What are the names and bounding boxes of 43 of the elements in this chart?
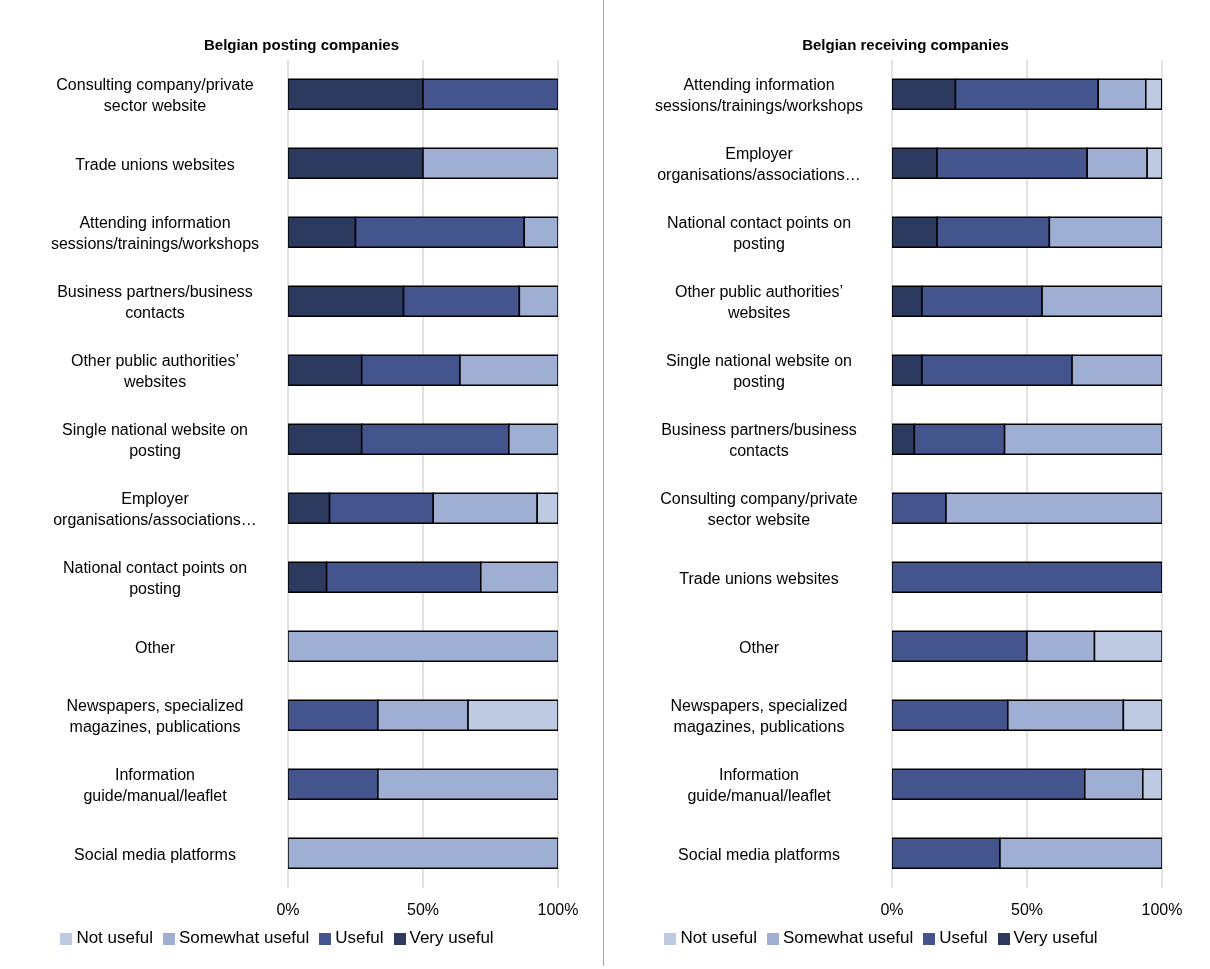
y-tick-label: Other bbox=[738, 638, 780, 655]
legend-label: Useful bbox=[939, 928, 988, 947]
y-tick-label: Trade unions websites bbox=[75, 155, 235, 172]
y-tick-label: Other bbox=[134, 638, 176, 655]
x-tick-label: 50% bbox=[406, 901, 440, 919]
legend-label: Not useful bbox=[76, 928, 153, 947]
y-tick-label: Employer organisations/associations… bbox=[53, 489, 257, 528]
y-tick-label: Other public authorities’ websites bbox=[674, 282, 844, 321]
chart-title: Belgian posting companies bbox=[203, 36, 400, 53]
x-tick-label: 0% bbox=[880, 901, 904, 919]
y-tick-label: Social media platforms bbox=[74, 845, 236, 862]
bar bbox=[288, 837, 558, 870]
legend-label: Not useful bbox=[680, 928, 757, 947]
y-tick-label: Employer organisations/associations… bbox=[657, 144, 861, 183]
x-tick-label: 50% bbox=[1010, 901, 1044, 919]
y-tick-label: Information guide/manual/leaflet bbox=[687, 765, 832, 804]
legend-label: Very useful bbox=[409, 928, 494, 947]
y-tick-label: Single national website on posting bbox=[666, 351, 852, 390]
legend-label: Very useful bbox=[1013, 928, 1098, 947]
legend-label: Useful bbox=[335, 928, 384, 947]
y-tick-label: Trade unions websites bbox=[679, 569, 839, 586]
y-tick-label: Information guide/manual/leaflet bbox=[83, 765, 228, 804]
y-tick-label: Consulting company/private sector website bbox=[660, 489, 858, 528]
y-tick-label: Single national website on posting bbox=[62, 420, 248, 459]
y-tick-label: Social media platforms bbox=[678, 845, 840, 862]
y-tick-label: Business partners/business contacts bbox=[57, 282, 253, 321]
y-tick-label: National contact points on posting bbox=[62, 558, 248, 597]
x-tick-label: 100% bbox=[1141, 901, 1183, 919]
y-tick-label: National contact points on posting bbox=[666, 213, 852, 252]
y-tick-label: Consulting company/private sector website bbox=[56, 75, 254, 114]
y-tick-label: Attending information sessions/trainings/workshops bbox=[50, 213, 260, 252]
legend-label: Somewhat useful bbox=[178, 928, 310, 947]
y-tick-label: Newspapers, specialized magazines, publications bbox=[670, 696, 848, 735]
x-tick-label: 0% bbox=[276, 901, 300, 919]
y-tick-label: Attending information sessions/trainings/workshops bbox=[654, 75, 864, 114]
legend-label: Somewhat useful bbox=[782, 928, 914, 947]
y-tick-label: Other public authorities’ websites bbox=[70, 351, 240, 390]
bar bbox=[288, 630, 558, 663]
x-tick-label: 100% bbox=[537, 901, 579, 919]
bar bbox=[892, 561, 1162, 594]
chart-title: Belgian receiving companies bbox=[801, 36, 1010, 53]
y-tick-label: Newspapers, specialized magazines, publications bbox=[66, 696, 244, 735]
y-tick-label: Business partners/business contacts bbox=[661, 420, 857, 459]
